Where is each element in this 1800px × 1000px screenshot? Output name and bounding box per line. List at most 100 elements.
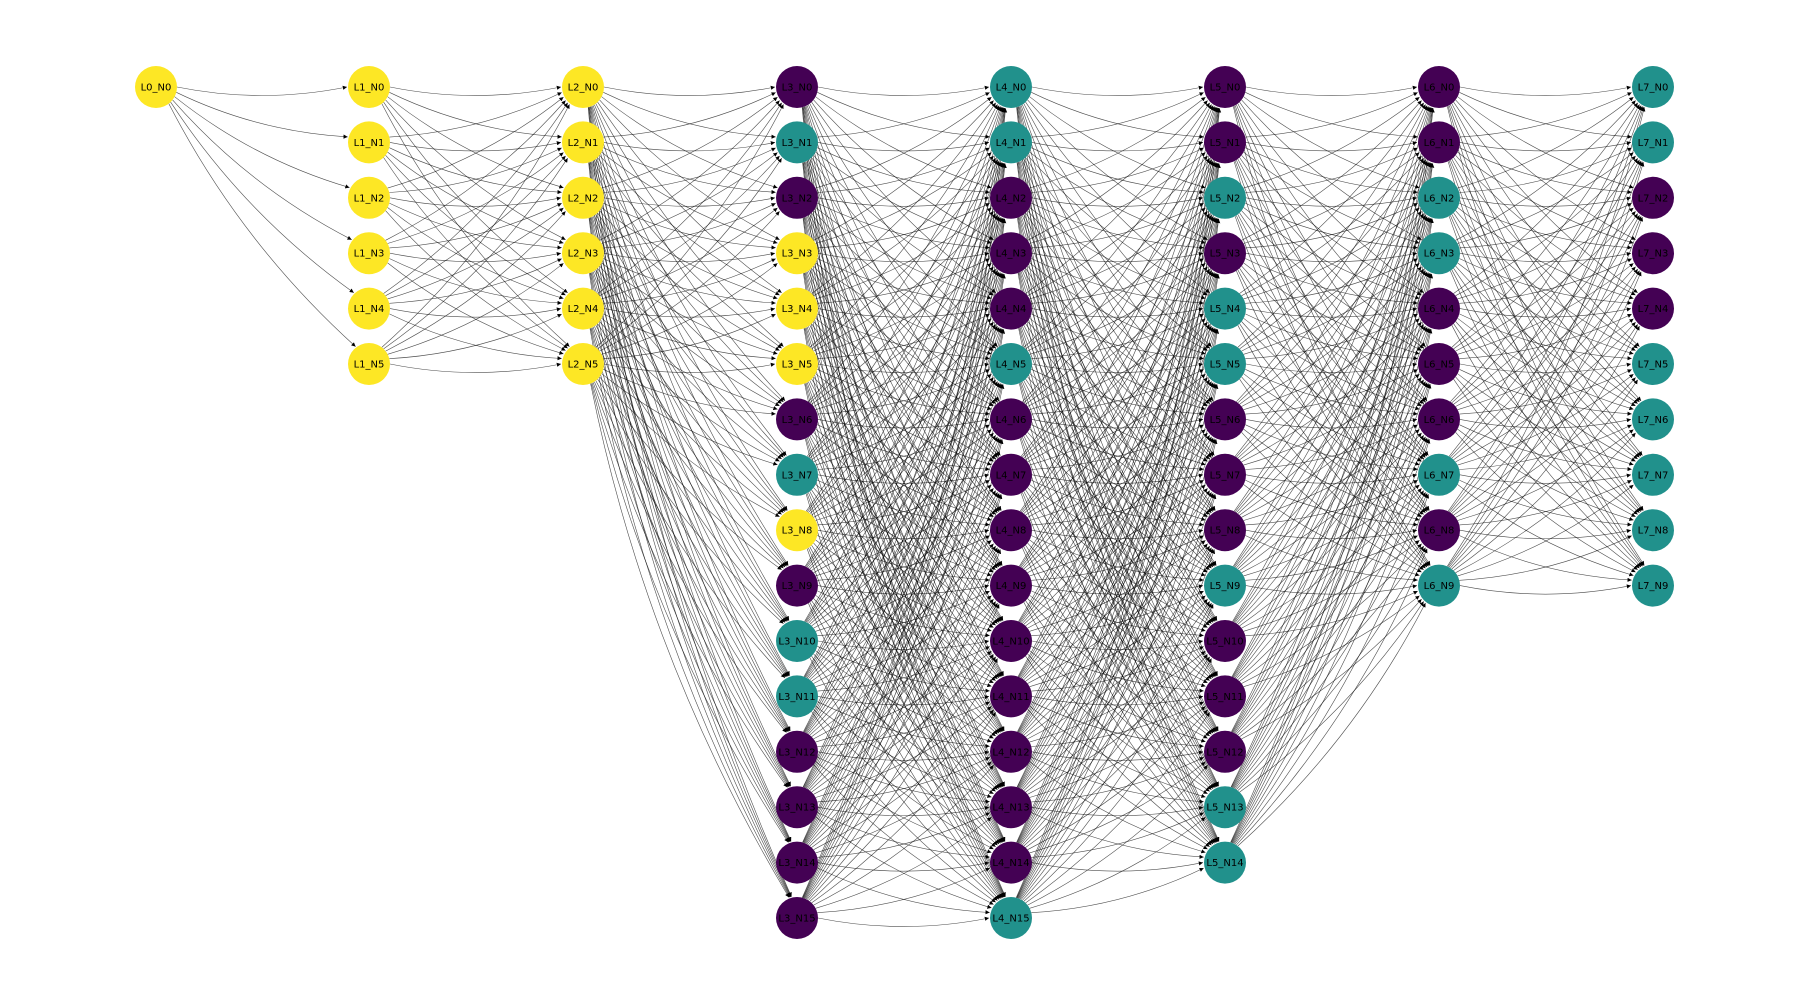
edge-L2_N5-L3_N13 xyxy=(591,382,788,788)
edge-L1_N4-L2_N1 xyxy=(385,155,566,296)
edge-L5_N12-L6_N8 xyxy=(1239,545,1424,737)
edge-L2_N2-L3_N4 xyxy=(601,207,778,300)
node-L5_N11: L5_N11 xyxy=(1204,675,1246,718)
edge-L3_N13-L4_N6 xyxy=(806,438,1002,789)
edge-L3_N6-L4_N11 xyxy=(809,435,998,680)
edge-L2_N3-L3_N10 xyxy=(592,271,787,622)
node-L4_N14: L4_N14 xyxy=(990,841,1032,884)
edge-L3_N4-L4_N3 xyxy=(817,258,990,304)
node-circle xyxy=(776,620,818,662)
edge-L5_N4-L6_N3 xyxy=(1245,258,1418,304)
edge-L4_N13-L5_N5 xyxy=(1019,383,1217,789)
edge-L2_N5-L3_N6 xyxy=(603,369,776,416)
node-circle xyxy=(1418,66,1460,108)
edge-L3_N4-L4_N0 xyxy=(811,102,996,294)
edge-L1_N0-L2_N0 xyxy=(389,85,562,96)
edge-L5_N7-L6_N3 xyxy=(1239,268,1424,460)
node-L5_N0: L5_N0 xyxy=(1204,66,1246,108)
edge-L4_N1-L5_N0 xyxy=(1031,92,1204,138)
node-circle xyxy=(562,232,604,275)
node-label: L5_N2 xyxy=(1210,193,1241,204)
node-circle xyxy=(776,121,818,164)
node-circle xyxy=(1204,66,1246,108)
edge-L6_N0-L7_N5 xyxy=(1451,103,1640,347)
edge-L3_N14-L4_N6 xyxy=(805,439,1003,844)
edge-L4_N15-L5_N5 xyxy=(1018,384,1219,899)
edge-L3_N7-L4_N12 xyxy=(809,491,998,735)
node-label: L6_N6 xyxy=(1424,415,1455,426)
node-L3_N2: L3_N2 xyxy=(776,176,818,219)
edge-L3_N10-L4_N1 xyxy=(805,162,1004,622)
edge-L1_N5-L2_N3 xyxy=(387,263,564,355)
node-label: L3_N6 xyxy=(782,415,813,426)
edge-L3_N12-L4_N0 xyxy=(803,107,1006,732)
node-L3_N1: L3_N1 xyxy=(776,121,818,164)
edge-L3_N13-L4_N2 xyxy=(803,218,1006,788)
node-circle xyxy=(1204,564,1246,607)
edge-L4_N9-L5_N8 xyxy=(1031,535,1204,581)
node-label: L6_N2 xyxy=(1424,193,1455,204)
edge-L4_N10-L5_N4 xyxy=(1022,326,1214,624)
node-label: L5_N14 xyxy=(1206,858,1243,869)
edge-L4_N12-L5_N10 xyxy=(1029,650,1206,743)
node-circle xyxy=(1418,176,1460,219)
edge-L3_N13-L4_N7 xyxy=(808,493,1000,790)
edge-L4_N14-L5_N0 xyxy=(1016,108,1221,843)
edge-L3_N6-L4_N5 xyxy=(817,369,990,415)
edge-L4_N9-L5_N3 xyxy=(1022,271,1214,569)
edge-L6_N8-L7_N6 xyxy=(1457,429,1634,521)
edge-L4_N14-L5_N4 xyxy=(1018,329,1219,844)
edge-L6_N3-L7_N1 xyxy=(1457,152,1634,244)
node-label: L2_N0 xyxy=(568,83,599,94)
node-L7_N7: L7_N7 xyxy=(1632,453,1674,496)
node-label: L6_N9 xyxy=(1424,581,1455,592)
edge-L1_N3-L2_N0 xyxy=(385,100,566,241)
edge-L1_N3-L2_N5 xyxy=(387,262,564,355)
node-L5_N8: L5_N8 xyxy=(1204,509,1246,552)
node-label: L3_N14 xyxy=(778,858,815,869)
edge-L6_N1-L7_N2 xyxy=(1459,147,1632,195)
edge-L3_N12-L4_N10 xyxy=(815,650,992,743)
edge-L2_N1-L3_N2 xyxy=(603,147,776,195)
edge-L2_N4-L3_N15 xyxy=(589,328,790,898)
edge-L4_N15-L5_N6 xyxy=(1019,439,1218,899)
edge-L2_N5-L3_N15 xyxy=(590,383,790,898)
node-label: L3_N0 xyxy=(782,83,813,94)
node-L4_N5: L4_N5 xyxy=(990,343,1032,385)
node-circle xyxy=(1418,509,1460,552)
node-circle xyxy=(776,398,818,441)
node-circle xyxy=(348,66,390,108)
edge-L4_N12-L5_N5 xyxy=(1020,383,1216,734)
edge-L3_N1-L4_N0 xyxy=(817,92,990,138)
edge-L4_N15-L5_N11 xyxy=(1025,712,1210,904)
edge-L4_N3-L5_N0 xyxy=(1027,100,1208,241)
edge-L2_N2-L3_N10 xyxy=(591,216,788,622)
edge-L5_N13-L6_N7 xyxy=(1236,493,1428,790)
node-L7_N6: L7_N6 xyxy=(1632,398,1674,441)
node-circle xyxy=(1418,564,1460,607)
edge-L5_N11-L6_N2 xyxy=(1233,217,1432,678)
edge-L3_N12-L4_N9 xyxy=(813,598,994,740)
edge-L5_N2-L6_N0 xyxy=(1243,96,1420,189)
edge-L4_N5-L5_N0 xyxy=(1023,104,1212,348)
edge-L5_N9-L6_N6 xyxy=(1241,432,1422,573)
edge-L1_N5-L2_N5 xyxy=(389,362,562,373)
edge-L5_N2-L6_N2 xyxy=(1245,196,1418,207)
node-label: L4_N6 xyxy=(996,415,1027,426)
edge-L3_N14-L4_N13 xyxy=(817,812,990,858)
edge-L4_N11-L5_N4 xyxy=(1020,327,1216,679)
edge-L6_N8-L7_N4 xyxy=(1453,324,1638,516)
edge-L4_N12-L5_N2 xyxy=(1018,218,1219,733)
edge-L3_N5-L4_N14 xyxy=(805,383,1003,843)
node-label: L2_N5 xyxy=(568,360,599,371)
edge-L3_N13-L4_N4 xyxy=(805,328,1004,789)
edge-L2_N4-L3_N8 xyxy=(597,323,782,515)
edge-L3_N0-L4_N0 xyxy=(817,85,990,96)
node-L2_N5: L2_N5 xyxy=(562,343,604,385)
edge-L2_N5-L3_N7 xyxy=(601,373,778,466)
node-label: L7_N5 xyxy=(1638,360,1669,371)
edge-L2_N2-L3_N1 xyxy=(603,147,776,193)
edge-L3_N1-L4_N15 xyxy=(802,162,1006,897)
edge-L4_N14-L5_N1 xyxy=(1016,163,1221,843)
